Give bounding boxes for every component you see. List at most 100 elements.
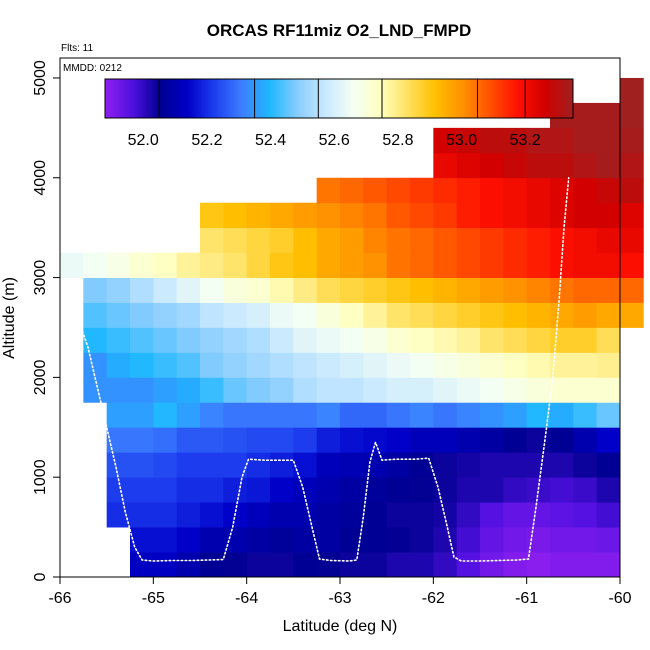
heatmap-cell: [246, 277, 271, 303]
heatmap-cell: [526, 502, 551, 528]
heatmap-cell: [480, 177, 504, 204]
heatmap-cell: [106, 402, 131, 428]
heatmap-cell: [270, 402, 294, 428]
heatmap-cell: [503, 452, 528, 478]
colorbar-swatch: [477, 79, 480, 118]
heatmap-cell: [340, 452, 364, 478]
heatmap-cell: [503, 327, 528, 353]
colorbar-swatch: [551, 79, 555, 118]
colorbar-swatch: [488, 79, 492, 118]
colorbar-swatch: [547, 79, 550, 118]
flights-annotation: Flts: 11: [61, 43, 93, 54]
x-tick-label: -64: [235, 590, 258, 607]
heatmap-cell: [130, 477, 154, 503]
heatmap-cell: [573, 552, 598, 578]
heatmap-cell: [130, 377, 154, 403]
heatmap-cell: [340, 177, 364, 204]
colorbar-swatch: [423, 79, 426, 118]
heatmap-cell: [550, 452, 574, 478]
heatmap-cell: [270, 452, 294, 478]
colorbar-swatch: [196, 79, 199, 118]
heatmap-cell: [596, 352, 621, 378]
heatmap-cell: [526, 227, 551, 254]
heatmap-cell: [573, 102, 598, 129]
colorbar-tick-label: 53.2: [510, 132, 541, 149]
heatmap-cell: [573, 252, 598, 278]
colorbar-swatch: [348, 79, 352, 118]
colorbar-swatch: [453, 79, 457, 118]
heatmap-cell: [503, 252, 528, 278]
heatmap-cell: [246, 227, 271, 254]
colorbar-swatch: [535, 79, 539, 118]
heatmap-cell: [106, 302, 131, 328]
heatmap-cell: [573, 427, 598, 453]
heatmap-cell: [293, 302, 318, 328]
y-tick-label: 0: [32, 572, 49, 581]
heatmap-cell: [526, 402, 551, 428]
colorbar-swatch: [406, 79, 410, 118]
heatmap-cell: [386, 227, 411, 254]
heatmap-cell: [573, 477, 598, 503]
colorbar-swatch: [280, 79, 284, 118]
colorbar-swatch: [271, 79, 274, 118]
heatmap-cell: [246, 477, 271, 503]
colorbar-swatch: [191, 79, 195, 118]
colorbar-swatch: [460, 79, 464, 118]
colorbar-swatch: [507, 79, 511, 118]
heatmap-cell: [270, 302, 294, 328]
heatmap-cell: [246, 402, 271, 428]
heatmap-cell: [176, 452, 201, 478]
colorbar-swatch: [200, 79, 204, 118]
heatmap-cell: [456, 402, 481, 428]
colorbar-swatch: [320, 79, 324, 118]
heatmap-cell: [293, 552, 318, 578]
heatmap-cell: [270, 377, 294, 403]
heatmap-cell: [410, 427, 434, 453]
heatmap-cell: [316, 427, 341, 453]
heatmap-cell: [596, 152, 621, 179]
colorbar-tick-label: 52.4: [255, 132, 286, 149]
heatmap-cell: [130, 452, 154, 478]
x-tick-label: -61: [515, 590, 538, 607]
colorbar-swatch: [334, 79, 338, 118]
heatmap-cell: [526, 377, 551, 403]
heatmap-cell: [596, 477, 621, 503]
colorbar-swatch: [430, 79, 433, 118]
colorbar-swatch: [105, 79, 108, 118]
heatmap-cell: [573, 502, 598, 528]
axes: -66 -65 -64 -63 -62 -61 -60 0 1000 2000 3000 4000 50…: [32, 60, 632, 607]
heatmap-cell: [550, 227, 574, 254]
heatmap-cell: [363, 227, 388, 254]
heatmap-cell: [503, 202, 528, 229]
heatmap-cell: [316, 227, 341, 254]
colorbar-swatch: [233, 79, 237, 118]
colorbar-swatch: [526, 79, 529, 118]
colorbar-swatch: [568, 79, 572, 118]
heatmap-cell: [550, 202, 574, 229]
heatmap-cell: [363, 327, 388, 353]
heatmap-cell: [316, 527, 341, 553]
heatmap-cell: [573, 377, 598, 403]
heatmap-cell: [200, 502, 224, 528]
colorbar-swatch: [481, 79, 485, 118]
colorbar-swatch: [219, 79, 223, 118]
colorbar-swatch: [121, 79, 125, 118]
heatmap-cell: [410, 327, 434, 353]
colorbar-swatch: [184, 79, 188, 118]
heatmap-cell: [270, 227, 294, 254]
colorbar-swatch: [491, 79, 494, 118]
colorbar-swatch: [357, 79, 361, 118]
heatmap-cell: [223, 202, 248, 229]
heatmap-cell: [130, 302, 154, 328]
colorbar-swatch: [123, 79, 127, 118]
colorbar-swatch: [257, 79, 260, 118]
heatmap-cell: [503, 477, 528, 503]
colorbar-swatch: [112, 79, 115, 118]
heatmap-cell: [386, 202, 411, 229]
heatmap-cell: [503, 502, 528, 528]
colorbar-swatch: [109, 79, 113, 118]
heatmap-cell: [223, 302, 248, 328]
heatmap-cell: [316, 177, 341, 204]
colorbar-swatch: [212, 79, 216, 118]
